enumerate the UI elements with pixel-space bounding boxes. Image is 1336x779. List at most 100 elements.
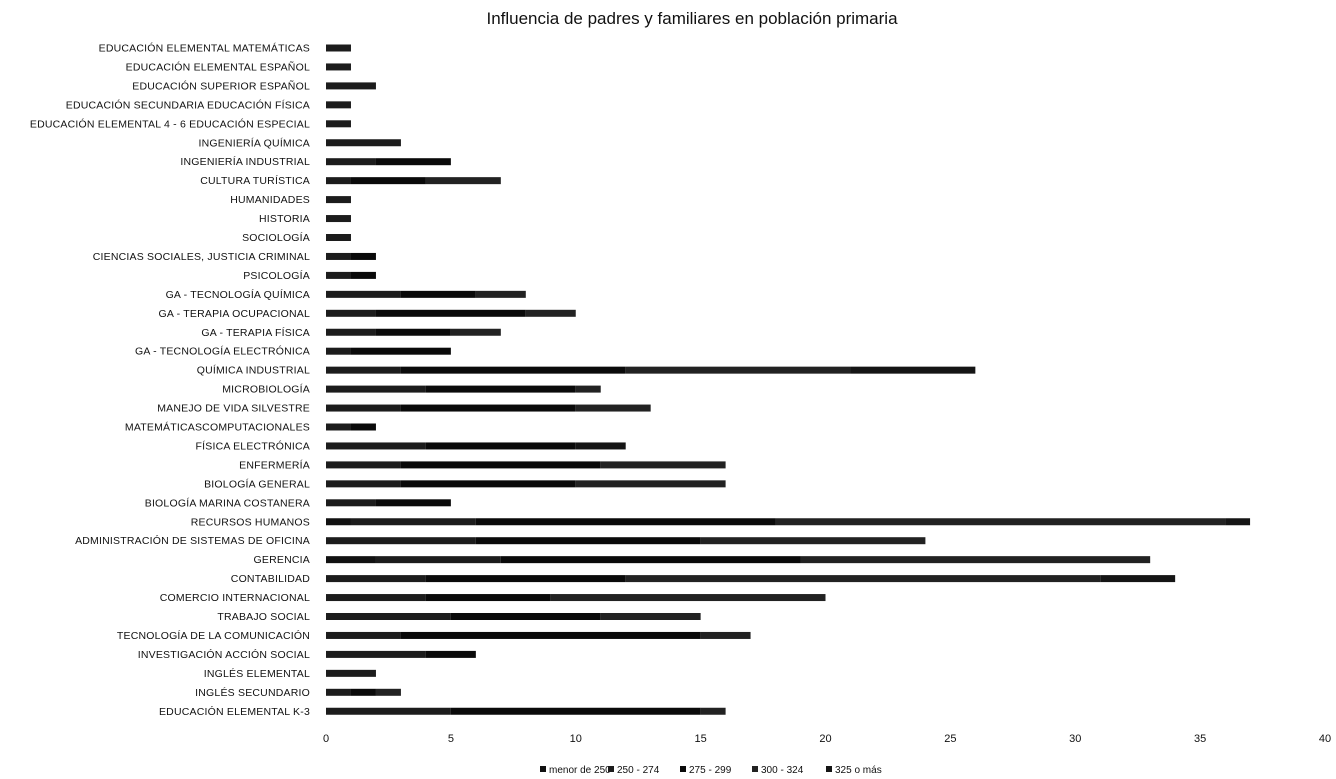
bar-segment-educacion-elemental-matematicas-s2	[326, 44, 351, 52]
legend-label-2: 250 - 274	[617, 765, 660, 776]
chart-title: Influencia de padres y familiares en pob…	[486, 9, 898, 28]
category-label-sociologia: SOCIOLOGÍA	[242, 231, 310, 244]
bar-segment-cultura-turistica-s4	[425, 177, 501, 185]
bar-segment-quimica-industrial-s2	[326, 366, 401, 374]
bar-segment-ingenieria-industrial-s3	[375, 158, 451, 166]
category-label-quimica-industrial: QUÍMICA INDUSTRIAL	[197, 364, 310, 377]
bar-segment-ga-terapia-ocupacional-s2	[326, 309, 376, 317]
bar-segment-ga-terapia-fisica-s2	[326, 328, 376, 336]
bar-segment-quimica-industrial-s5	[850, 366, 976, 374]
legend-label-4: 300 - 324	[761, 765, 804, 776]
category-label-educacion-secundaria-educacion-fisica: EDUCACIÓN SECUNDARIA EDUCACIÓN FÍSICA	[66, 98, 310, 111]
bar-segment-ga-tecnologia-electronica-s3	[350, 347, 451, 355]
bar-segment-ga-tecnologia-electronica-s2	[326, 347, 351, 355]
bar-segment-trabajo-social-s2	[326, 613, 451, 620]
legend-label-5: 325 o más	[835, 765, 882, 776]
category-label-microbiologia: MICROBIOLOGÍA	[222, 383, 310, 396]
category-label-educacion-elemental-4-6-educacion-especial: EDUCACIÓN ELEMENTAL 4 - 6 EDUCACIÓN ESPE…	[30, 117, 310, 130]
bar-area	[326, 44, 1251, 715]
bar-segment-manejo-de-vida-silvestre-s2	[326, 404, 401, 412]
bar-segment-educacion-elemental-k-3-s2	[326, 707, 451, 715]
bar-segment-ga-tecnologia-quimica-s3	[400, 290, 476, 298]
category-label-ingenieria-quimica: INGENIERÍA QUÍMICA	[198, 136, 310, 149]
category-label-educacion-elemental-matematicas: EDUCACIÓN ELEMENTAL MATEMÁTICAS	[99, 42, 310, 55]
bar-segment-ga-terapia-fisica-s4	[450, 328, 501, 336]
bar-segment-recursos-humanos-s2	[350, 518, 476, 526]
bar-segment-microbiologia-s2	[326, 385, 426, 393]
category-label-ga-tecnologia-electronica: GA - TECNOLOGÍA ELECTRÓNICA	[135, 345, 310, 358]
category-label-comercio-internacional: COMERCIO INTERNACIONAL	[160, 592, 310, 604]
category-label-humanidades: HUMANIDADES	[230, 194, 310, 206]
category-labels: EDUCACIÓN ELEMENTAL MATEMÁTICAS EDUCACIÓN…	[30, 42, 310, 718]
bar-segment-contabilidad-s2	[326, 575, 426, 583]
bar-segment-trabajo-social-s3	[450, 613, 601, 620]
bar-segment-quimica-industrial-s3	[400, 366, 626, 374]
legend-swatch-2	[608, 766, 614, 772]
bar-segment-quimica-industrial-s4	[625, 366, 851, 374]
bar-segment-educacion-elemental-k-3-s3	[450, 707, 701, 715]
category-label-manejo-de-vida-silvestre: MANEJO DE VIDA SILVESTRE	[157, 403, 310, 415]
category-label-investigacion-accion-social: INVESTIGACIÓN ACCIÓN SOCIAL	[138, 648, 310, 661]
bar-segment-fisica-electronica-s2	[326, 442, 426, 450]
category-label-psicologia: PSICOLOGÍA	[243, 269, 310, 282]
x-tick-label-20: 20	[819, 733, 831, 745]
category-label-fisica-electronica: FÍSICA ELECTRÓNICA	[196, 439, 310, 452]
category-label-ga-tecnologia-quimica: GA - TECNOLOGÍA QUÍMICA	[166, 288, 310, 301]
bar-segment-fisica-electronica-s5	[575, 442, 626, 450]
bar-segment-psicologia-s3	[350, 271, 376, 279]
bar-segment-educacion-secundaria-educacion-fisica-s2	[326, 101, 351, 109]
bar-segment-enfermeria-s4	[600, 461, 726, 469]
x-tick-label-30: 30	[1069, 733, 1081, 745]
bar-segment-gerencia-s4	[800, 556, 1151, 564]
x-tick-label-5: 5	[448, 733, 454, 745]
bar-segment-tecnologia-de-la-comunicacion-s4	[700, 631, 751, 639]
legend-swatch-5	[826, 766, 832, 772]
category-label-ingles-elemental: INGLÉS ELEMENTAL	[204, 667, 310, 680]
bar-segment-trabajo-social-s4	[600, 613, 701, 620]
bar-segment-ga-tecnologia-quimica-s4	[475, 290, 526, 298]
category-label-gerencia: GERENCIA	[254, 554, 310, 566]
bar-segment-recursos-humanos-s3	[475, 518, 776, 526]
bar-segment-contabilidad-s5	[1100, 575, 1176, 583]
category-label-ciencias-sociales-justicia-criminal: CIENCIAS SOCIALES, JUSTICIA CRIMINAL	[93, 251, 310, 263]
bar-segment-gerencia-s3	[500, 556, 801, 564]
x-tick-label-40: 40	[1319, 733, 1331, 745]
bar-segment-contabilidad-s3	[425, 575, 626, 583]
bar-segment-ingles-secundario-s2	[326, 688, 351, 696]
bar-segment-administracion-de-sistemas-de-oficina-s4	[700, 537, 926, 545]
bar-segment-ciencias-sociales-justicia-criminal-s3	[350, 252, 376, 260]
category-label-contabilidad: CONTABILIDAD	[231, 573, 310, 585]
bar-segment-administracion-de-sistemas-de-oficina-s3	[475, 537, 701, 545]
bar-segment-comercio-internacional-s2	[326, 594, 426, 602]
legend-swatch-1	[540, 766, 546, 772]
bar-segment-biologia-marina-costanera-s2	[326, 499, 376, 507]
legend-label-3: 275 - 299	[689, 765, 732, 776]
bar-segment-investigacion-accion-social-s2	[326, 650, 426, 658]
legend-swatch-3	[680, 766, 686, 772]
bar-segment-recursos-humanos-s4	[775, 518, 1226, 526]
bar-segment-gerencia-s1	[326, 556, 376, 564]
bar-segment-educacion-elemental-espanol-s2	[326, 63, 351, 71]
legend: menor de 250 250 - 274 275 - 299 300 - 324 3…	[540, 765, 882, 776]
category-label-educacion-elemental-k-3: EDUCACIÓN ELEMENTAL K-3	[159, 705, 310, 718]
bar-segment-ga-terapia-fisica-s3	[375, 328, 451, 336]
category-label-ga-terapia-ocupacional: GA - TERAPIA OCUPACIONAL	[159, 308, 310, 320]
bar-segment-comercio-internacional-s3	[425, 594, 551, 602]
x-tick-label-25: 25	[944, 733, 956, 745]
bar-segment-historia-s2	[326, 215, 351, 223]
bar-segment-cultura-turistica-s2	[326, 177, 351, 185]
bar-segment-tecnologia-de-la-comunicacion-s3	[400, 631, 701, 639]
category-label-biologia-general: BIOLOGÍA GENERAL	[204, 477, 310, 490]
bar-segment-enfermeria-s2	[326, 461, 401, 469]
bar-segment-microbiologia-s4	[575, 385, 601, 393]
x-tick-label-10: 10	[570, 733, 582, 745]
category-label-educacion-superior-espanol: EDUCACIÓN SUPERIOR ESPAÑOL	[132, 79, 310, 92]
bar-segment-humanidades-s2	[326, 196, 351, 204]
bar-segment-recursos-humanos-s5	[1225, 518, 1251, 526]
bar-segment-ingles-elemental-s2	[326, 669, 376, 677]
bar-segment-ga-tecnologia-quimica-s2	[326, 290, 401, 298]
bar-segment-administracion-de-sistemas-de-oficina-s2	[326, 537, 476, 545]
bar-segment-investigacion-accion-social-s3	[425, 650, 476, 658]
bar-segment-educacion-superior-espanol-s2	[326, 82, 376, 90]
